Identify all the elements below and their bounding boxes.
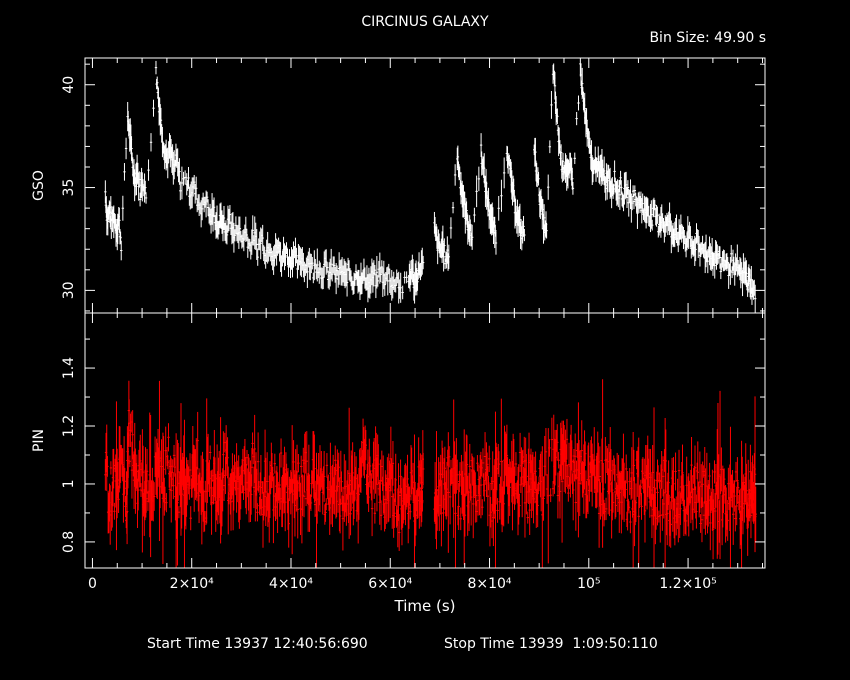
y-tick-label: 0.8 [61,531,77,553]
x-tick-label: 2×10⁴ [170,576,214,592]
y-tick-label: 30 [61,281,77,299]
y-tick-label: 1.4 [61,357,77,379]
y-tick-label: 40 [61,76,77,94]
x-tick-label: 8×10⁴ [467,576,511,592]
bin-size-label: Bin Size: 49.90 s [649,30,766,46]
pin-frame [84,312,766,569]
gso-axis-label: GSO [31,170,47,201]
start-time-label: Start Time 13937 12:40:56:690 [147,636,368,652]
chart-title: CIRCINUS GALAXY [361,14,489,30]
x-axis-label: Time (s) [394,597,456,615]
x-tick-label: 6×10⁴ [368,576,412,592]
x-tick-label: 10⁵ [577,576,600,592]
pin-axis-label: PIN [31,429,47,452]
x-tick-label: 1.2×10⁵ [659,576,716,592]
y-tick-label: 1 [61,480,77,489]
y-tick-label: 1.2 [61,415,77,437]
x-tick-label: 0 [88,576,97,592]
gso-series [104,58,757,313]
x-tick-label: 4×10⁴ [269,576,313,592]
y-tick-label: 35 [61,179,77,197]
stop-time-label: Stop Time 13939 1:09:50:110 [444,636,658,652]
pin-series [104,379,757,568]
